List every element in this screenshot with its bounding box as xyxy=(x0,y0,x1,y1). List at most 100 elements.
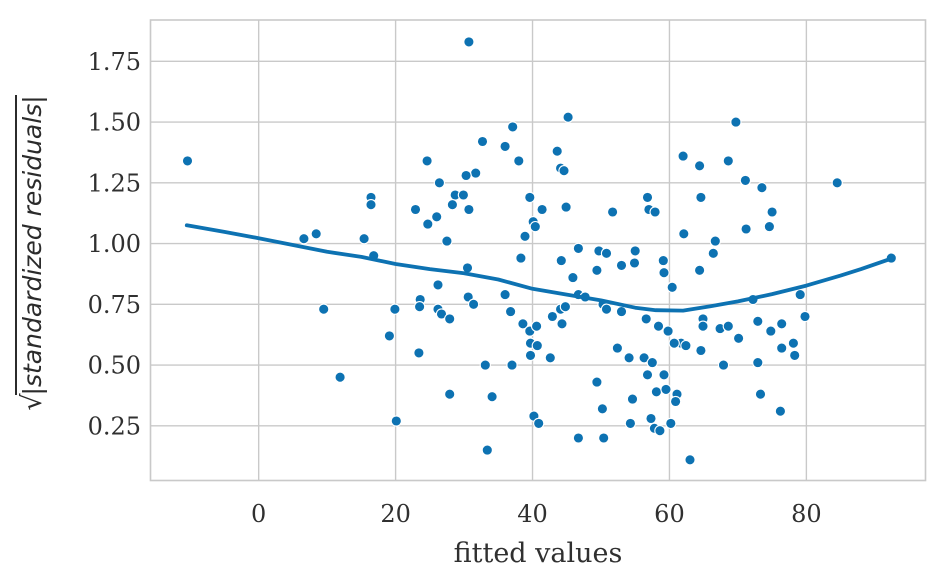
scatter-point xyxy=(559,301,572,313)
scatter-point xyxy=(551,145,563,157)
scatter-point xyxy=(669,395,682,408)
scatter-point xyxy=(740,223,752,235)
scatter-point xyxy=(318,303,330,315)
scatter-point xyxy=(677,150,689,162)
scatter-point xyxy=(433,177,446,189)
scatter-point xyxy=(776,342,788,354)
scatter-point xyxy=(623,352,635,364)
scatter-point xyxy=(657,254,669,267)
scatter-point xyxy=(799,310,811,323)
scatter-point xyxy=(693,160,706,172)
scatter-point xyxy=(555,254,567,267)
scatter-point xyxy=(756,182,768,194)
scatter-point xyxy=(765,325,777,337)
scatter-point xyxy=(390,415,402,427)
scatter-point xyxy=(365,199,377,211)
scatter-point xyxy=(722,155,734,167)
scatter-point xyxy=(629,245,641,257)
scatter-point xyxy=(695,191,707,204)
scatter-point xyxy=(606,206,619,218)
scatter-point xyxy=(697,320,709,332)
scatter-point xyxy=(536,203,548,216)
scatter-point xyxy=(684,454,696,466)
scatter-point xyxy=(463,203,475,216)
scatter-point xyxy=(529,220,541,233)
scatter-point xyxy=(298,233,310,245)
scatter-point xyxy=(717,359,730,371)
y-tick-label: 1.25 xyxy=(88,169,141,197)
scatter-point xyxy=(678,228,690,240)
scatter-point xyxy=(752,315,764,327)
scatter-point xyxy=(776,318,788,330)
scatter-point xyxy=(560,201,572,213)
scatter-point xyxy=(649,206,661,218)
scatter-point xyxy=(556,318,568,330)
scatter-point xyxy=(739,174,752,187)
scatter-point xyxy=(646,356,658,369)
scatter-point xyxy=(763,220,776,233)
plot-border xyxy=(149,19,927,482)
scatter-point xyxy=(476,135,489,148)
scatter-point xyxy=(754,388,767,400)
scatter-point xyxy=(650,386,663,398)
scatter-point xyxy=(334,371,346,383)
scatter-point xyxy=(665,417,677,430)
scatter-point xyxy=(460,169,472,182)
scatter-point xyxy=(524,191,536,204)
x-tick-label: 60 xyxy=(654,500,685,528)
y-tick-label: 1.50 xyxy=(88,109,141,137)
scatter-point xyxy=(598,432,610,444)
scatter-point xyxy=(730,116,742,128)
scatter-point xyxy=(572,432,585,444)
scatter-point xyxy=(544,352,556,364)
scatter-point xyxy=(562,111,574,123)
scatter-point xyxy=(444,313,456,325)
x-axis-label: fitted values xyxy=(453,538,623,569)
sqrt-symbol: √ xyxy=(17,395,48,411)
scatter-point xyxy=(457,189,470,201)
y-axis-label-text: |standardized residuals| xyxy=(15,95,47,396)
scatter-point xyxy=(596,403,609,415)
scatter-point xyxy=(789,349,801,362)
scatter-point xyxy=(628,257,641,269)
scatter-point xyxy=(358,233,370,245)
scatter-point xyxy=(640,313,652,325)
scatter-point xyxy=(654,425,666,437)
scatter-point xyxy=(389,303,401,315)
scatter-point xyxy=(615,305,628,318)
scatter-point xyxy=(666,281,678,293)
scatter-point xyxy=(626,393,639,405)
scatter-point xyxy=(481,444,493,456)
scatter-point xyxy=(638,352,650,364)
scatter-point xyxy=(181,155,194,167)
scatter-point xyxy=(530,320,543,332)
scatter-point xyxy=(707,247,719,259)
scatter-point xyxy=(658,267,670,279)
scatter-point xyxy=(506,359,518,371)
scatter-point xyxy=(413,347,425,359)
y-tick-label: 0.50 xyxy=(88,352,141,380)
scatter-point xyxy=(641,369,654,381)
scatter-point xyxy=(515,252,527,264)
scatter-point xyxy=(615,259,628,272)
scatter-point xyxy=(432,279,444,291)
scatter-point xyxy=(409,203,422,216)
scatter-point xyxy=(524,349,537,362)
scatter-point xyxy=(722,320,734,332)
lowess-line xyxy=(184,223,894,313)
scatter-point xyxy=(600,247,613,259)
scatter-point xyxy=(517,318,529,330)
scatter-point xyxy=(533,417,545,430)
scatter-point xyxy=(446,199,459,211)
scatter-point xyxy=(652,320,665,332)
scatter-point xyxy=(463,36,475,48)
scatter-point xyxy=(680,339,692,352)
scatter-point xyxy=(441,235,453,247)
x-tick-label: 80 xyxy=(791,500,822,528)
scatter-point xyxy=(567,271,579,284)
scatter-point xyxy=(641,191,654,204)
scatter-point xyxy=(383,330,396,342)
scatter-point xyxy=(499,288,511,301)
scatter-point xyxy=(431,211,443,223)
